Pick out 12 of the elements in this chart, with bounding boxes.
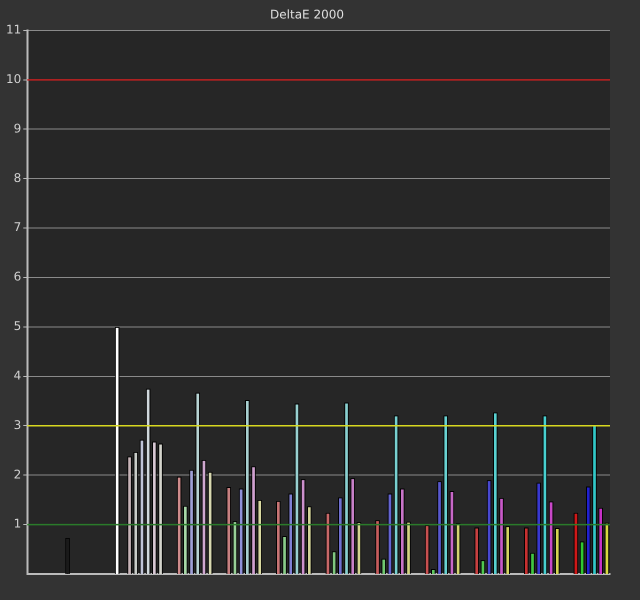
y-tick-label: 3 — [14, 418, 22, 432]
y-tick-label: 6 — [14, 270, 22, 284]
y-tick-label: 2 — [14, 467, 22, 482]
y-tick-label: 5 — [14, 319, 22, 334]
y-tick-label: 1 — [14, 516, 22, 531]
y-tick-label: 9 — [14, 121, 22, 136]
y-tick-label: 7 — [14, 220, 22, 234]
y-tick-label: 10 — [6, 72, 22, 86]
y-tick-label: 11 — [6, 22, 22, 37]
y-tick-label: 4 — [14, 368, 22, 382]
y-tick-label: 8 — [14, 170, 22, 185]
chart-title: DeltaE 2000 — [270, 7, 344, 22]
